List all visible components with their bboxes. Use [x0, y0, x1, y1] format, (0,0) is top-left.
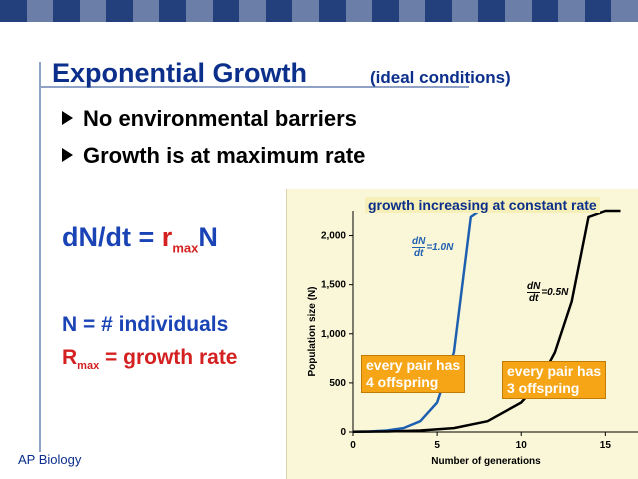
bullet-text: Growth is at maximum rate	[83, 143, 366, 168]
bullet-text: No environmental barriers	[83, 106, 357, 131]
definition-r-subscript: max	[77, 360, 100, 373]
bullet-triangle-icon	[62, 111, 73, 125]
slide-subtitle: (ideal conditions)	[370, 68, 511, 87]
x-axis-label: Number of generations	[431, 456, 541, 467]
top-bar-cell	[106, 0, 133, 22]
callout-three-offspring: every pair has 3 offspring	[502, 361, 607, 399]
definition-n: N = # individuals	[62, 313, 229, 336]
growth-equation: dN/dt = rmaxN	[62, 222, 218, 255]
equation-r-subscript: max	[172, 240, 199, 256]
rate-label-fast: dN dt =1.0N	[412, 236, 453, 259]
growth-chart: 0 500 1,000 1,500 2,000 0 5 10 15 Number of gener…	[307, 209, 638, 467]
slide-title: Exponential Growth	[52, 58, 308, 88]
y-tick-label: 1,500	[321, 280, 346, 291]
x-tick-label: 10	[516, 440, 528, 451]
title-underline	[39, 86, 469, 88]
top-bar-cell	[159, 0, 187, 22]
equation-n: N	[198, 222, 218, 252]
top-bar-cell	[239, 0, 266, 22]
bullet-item: No environmental barriers	[62, 106, 357, 132]
top-bar-cell	[345, 0, 373, 22]
top-bar-cell	[558, 0, 585, 22]
callout-line: every pair has	[366, 357, 461, 373]
rate-value: =1.0N	[426, 242, 454, 254]
equation-r: r	[161, 222, 173, 252]
top-bar-cell	[212, 0, 240, 22]
footer-label: AP Biology	[18, 452, 82, 467]
rate-fraction: dN dt	[412, 236, 426, 259]
title-accent-vertical-line	[39, 62, 41, 452]
top-decorative-bar	[0, 0, 638, 22]
top-bar-cell	[132, 0, 160, 22]
y-tick-label: 0	[340, 427, 346, 438]
top-bar-cell	[611, 0, 638, 22]
top-bar-cell	[478, 0, 505, 22]
top-bar-cell	[372, 0, 399, 22]
y-axis-label: Population size (N)	[307, 287, 318, 377]
rate-value: =0.5N	[541, 287, 569, 299]
rate-denominator: dt	[528, 293, 539, 304]
definition-r-letter: R	[62, 346, 78, 369]
rate-denominator: dt	[413, 248, 424, 259]
equation-equals: =	[138, 222, 155, 252]
callout-four-offspring: every pair has 4 offspring	[361, 355, 466, 393]
equation-lhs: dN/dt	[62, 222, 131, 252]
top-bar-cell	[0, 0, 27, 22]
top-bar-cell	[504, 0, 532, 22]
rate-fraction: dN dt	[527, 281, 541, 304]
y-tick-label: 2,000	[321, 231, 346, 242]
bullet-item: Growth is at maximum rate	[62, 143, 365, 169]
top-bar-cell	[398, 0, 426, 22]
y-tick-label: 1,000	[321, 329, 346, 340]
top-bar-cell	[318, 0, 346, 22]
top-bar-cell	[292, 0, 319, 22]
x-tick-label: 5	[434, 440, 440, 451]
rate-label-slow: dN dt =0.5N	[527, 281, 568, 304]
top-bar-cell	[531, 0, 559, 22]
y-tick-label: 500	[329, 378, 346, 389]
top-bar-cell	[265, 0, 293, 22]
top-bar-cell	[79, 0, 107, 22]
top-bar-cell	[186, 0, 213, 22]
callout-line: every pair has	[507, 363, 602, 379]
top-bar-cell	[26, 0, 54, 22]
x-tick-label: 15	[600, 440, 612, 451]
definition-rmax: Rmax = growth rate	[62, 346, 238, 372]
rate-numerator: dN	[527, 281, 541, 293]
callout-line: 3 offspring	[507, 380, 580, 396]
rate-numerator: dN	[412, 236, 426, 248]
top-bar-cell	[425, 0, 452, 22]
chart-banner: growth increasing at constant rate	[365, 197, 600, 213]
top-bar-cell	[53, 0, 80, 22]
definition-r-text: = growth rate	[105, 346, 238, 369]
x-tick-label: 0	[350, 440, 356, 451]
chart-panel: 0 500 1,000 1,500 2,000 0 5 10 15 Number of gener…	[286, 189, 638, 479]
bullet-triangle-icon	[62, 148, 73, 162]
top-bar-cell	[584, 0, 612, 22]
top-bar-cell	[451, 0, 479, 22]
callout-line: 4 offspring	[366, 374, 439, 390]
